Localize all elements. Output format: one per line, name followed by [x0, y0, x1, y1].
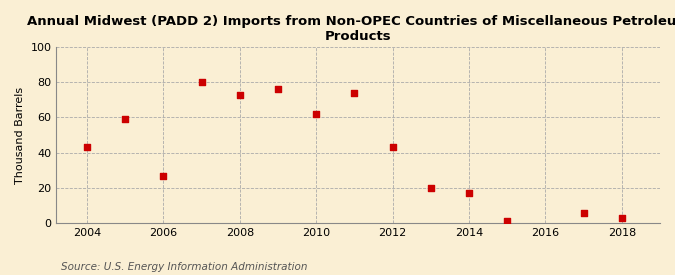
Point — [349, 90, 360, 95]
Y-axis label: Thousand Barrels: Thousand Barrels — [15, 86, 25, 184]
Point — [82, 145, 92, 150]
Point — [158, 173, 169, 178]
Point — [425, 186, 436, 190]
Point — [119, 117, 130, 121]
Point — [387, 145, 398, 150]
Point — [310, 112, 321, 116]
Point — [502, 219, 512, 224]
Point — [578, 210, 589, 215]
Point — [196, 80, 207, 84]
Point — [464, 191, 475, 195]
Point — [273, 87, 284, 91]
Title: Annual Midwest (PADD 2) Imports from Non-OPEC Countries of Miscellaneous Petrole: Annual Midwest (PADD 2) Imports from Non… — [26, 15, 675, 43]
Point — [616, 216, 627, 220]
Text: Source: U.S. Energy Information Administration: Source: U.S. Energy Information Administ… — [61, 262, 307, 272]
Point — [234, 92, 245, 97]
